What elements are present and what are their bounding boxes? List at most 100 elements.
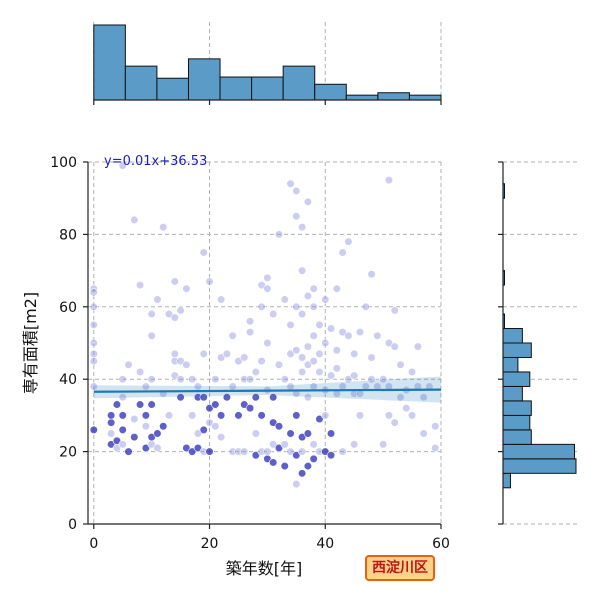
scatter-point	[240, 353, 249, 362]
scatter-point	[124, 360, 133, 369]
scatter-point	[188, 447, 197, 456]
scatter-point	[257, 302, 266, 311]
scatter-point	[251, 451, 260, 460]
scatter-point	[321, 447, 330, 456]
scatter-point	[309, 284, 318, 293]
top-histogram-bar	[408, 94, 442, 101]
scatter-point	[170, 349, 179, 358]
scatter-point	[147, 400, 156, 409]
scatter-point	[118, 375, 127, 384]
scatter-point	[303, 393, 313, 402]
scatter-point	[141, 382, 150, 391]
scatter-point	[141, 443, 150, 453]
scatter-point	[298, 223, 307, 232]
x-tick-label: 60	[432, 536, 450, 552]
scatter-point	[118, 393, 127, 402]
scatter-point	[89, 382, 98, 391]
scatter-point	[234, 357, 243, 366]
scatter-point	[292, 212, 301, 221]
scatter-point	[280, 375, 289, 384]
scatter-point	[205, 277, 214, 286]
scatter-point	[263, 338, 272, 348]
right-histogram-bar	[502, 400, 532, 416]
scatter-point	[193, 443, 203, 453]
scatter-point	[164, 309, 174, 319]
right-histogram-bar	[502, 443, 576, 460]
scatter-point	[309, 440, 318, 449]
scatter-point	[367, 353, 376, 362]
scatter-point	[367, 270, 376, 279]
scatter-point	[321, 338, 330, 348]
scatter-point	[170, 357, 179, 366]
scatter-point	[269, 393, 278, 402]
scatter-point	[315, 349, 324, 358]
scatter-point	[361, 302, 370, 311]
scatter-point	[298, 309, 307, 319]
scatter-point	[240, 447, 249, 456]
top-histogram-bar	[251, 76, 284, 101]
scatter-point	[141, 422, 150, 431]
scatter-point	[147, 331, 156, 340]
scatter-point	[118, 411, 127, 420]
scatter-point	[298, 433, 307, 442]
y-axis-label: 専有面積[m2]	[21, 292, 40, 394]
scatter-point	[263, 454, 272, 463]
scatter-point	[280, 440, 289, 449]
scatter-point	[216, 353, 226, 362]
right-histogram-bar	[502, 356, 519, 373]
scatter-points	[89, 161, 440, 489]
scatter-point	[170, 313, 179, 322]
scatter-point	[344, 375, 353, 384]
scatter-point	[141, 411, 150, 420]
scatter-point	[222, 393, 231, 402]
scatter-point	[332, 364, 341, 373]
axes: 0 20 40 60 0 20 40 60 80 100	[50, 99, 504, 552]
scatter-point	[286, 349, 295, 358]
scatter-point	[89, 320, 98, 330]
scatter-point	[407, 411, 417, 420]
scatter-point	[315, 414, 324, 424]
scatter-point	[309, 302, 318, 311]
scatter-point	[211, 375, 220, 384]
y-tick-label: 20	[59, 445, 77, 461]
right-histogram-bar	[502, 371, 531, 387]
scatter-point	[112, 436, 122, 445]
scatter-point	[315, 367, 324, 377]
scatter-point	[269, 440, 278, 449]
scatter-point	[257, 280, 266, 290]
scatter-point	[193, 429, 203, 438]
scatter-point	[390, 418, 399, 427]
scatter-point	[298, 353, 307, 362]
scatter-point	[147, 309, 156, 319]
scatter-point	[107, 429, 116, 438]
y-tick-label: 0	[68, 517, 77, 533]
scatter-point	[309, 454, 318, 463]
scatter-point	[153, 443, 162, 453]
scatter-point	[390, 342, 399, 351]
scatter-point	[130, 414, 139, 424]
right-histogram-bar	[502, 472, 511, 489]
scatter-point	[89, 425, 98, 434]
scatter-point	[199, 393, 208, 402]
scatter-point	[402, 404, 411, 413]
scatter-point	[147, 375, 156, 384]
scatter-point	[332, 346, 341, 355]
scatter-point	[245, 328, 255, 337]
scatter-point	[170, 371, 179, 380]
scatter-point	[303, 197, 313, 206]
scatter-point	[303, 360, 313, 369]
scatter-point	[112, 400, 122, 409]
scatter-point	[182, 284, 191, 293]
scatter-point	[222, 349, 231, 358]
scatter-point	[107, 440, 116, 449]
scatter-point	[292, 302, 301, 311]
scatter-point	[419, 393, 428, 402]
scatter-point	[107, 418, 116, 427]
scatter-point	[251, 429, 260, 438]
right-histogram-bar	[502, 414, 531, 431]
scatter-point	[269, 309, 278, 319]
scatter-point	[107, 411, 116, 420]
scatter-point	[118, 440, 127, 449]
top-histogram-bar	[314, 83, 347, 101]
